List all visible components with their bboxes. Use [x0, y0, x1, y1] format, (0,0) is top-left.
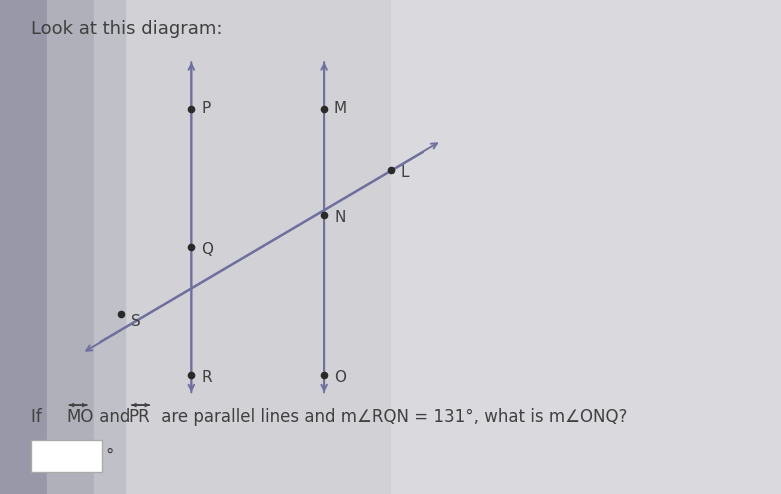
Text: M: M: [333, 101, 347, 116]
FancyBboxPatch shape: [31, 440, 102, 472]
Text: MO: MO: [66, 409, 94, 426]
Text: O: O: [334, 370, 346, 385]
Text: and: and: [94, 409, 135, 426]
Text: PR: PR: [129, 409, 151, 426]
Bar: [0, 0, 47, 494]
Bar: [47, 0, 94, 494]
Text: S: S: [131, 314, 141, 329]
Bar: [94, 0, 125, 494]
Text: Look at this diagram:: Look at this diagram:: [31, 20, 223, 38]
Text: °: °: [105, 447, 114, 465]
Text: Q: Q: [201, 242, 213, 257]
Text: If: If: [31, 409, 47, 426]
Text: P: P: [201, 101, 211, 116]
Text: R: R: [201, 370, 212, 385]
Text: N: N: [334, 210, 346, 225]
Text: L: L: [401, 165, 409, 180]
Text: are parallel lines and m∠RQN = 131°, what is m∠ONQ?: are parallel lines and m∠RQN = 131°, wha…: [156, 409, 628, 426]
Bar: [390, 0, 781, 494]
